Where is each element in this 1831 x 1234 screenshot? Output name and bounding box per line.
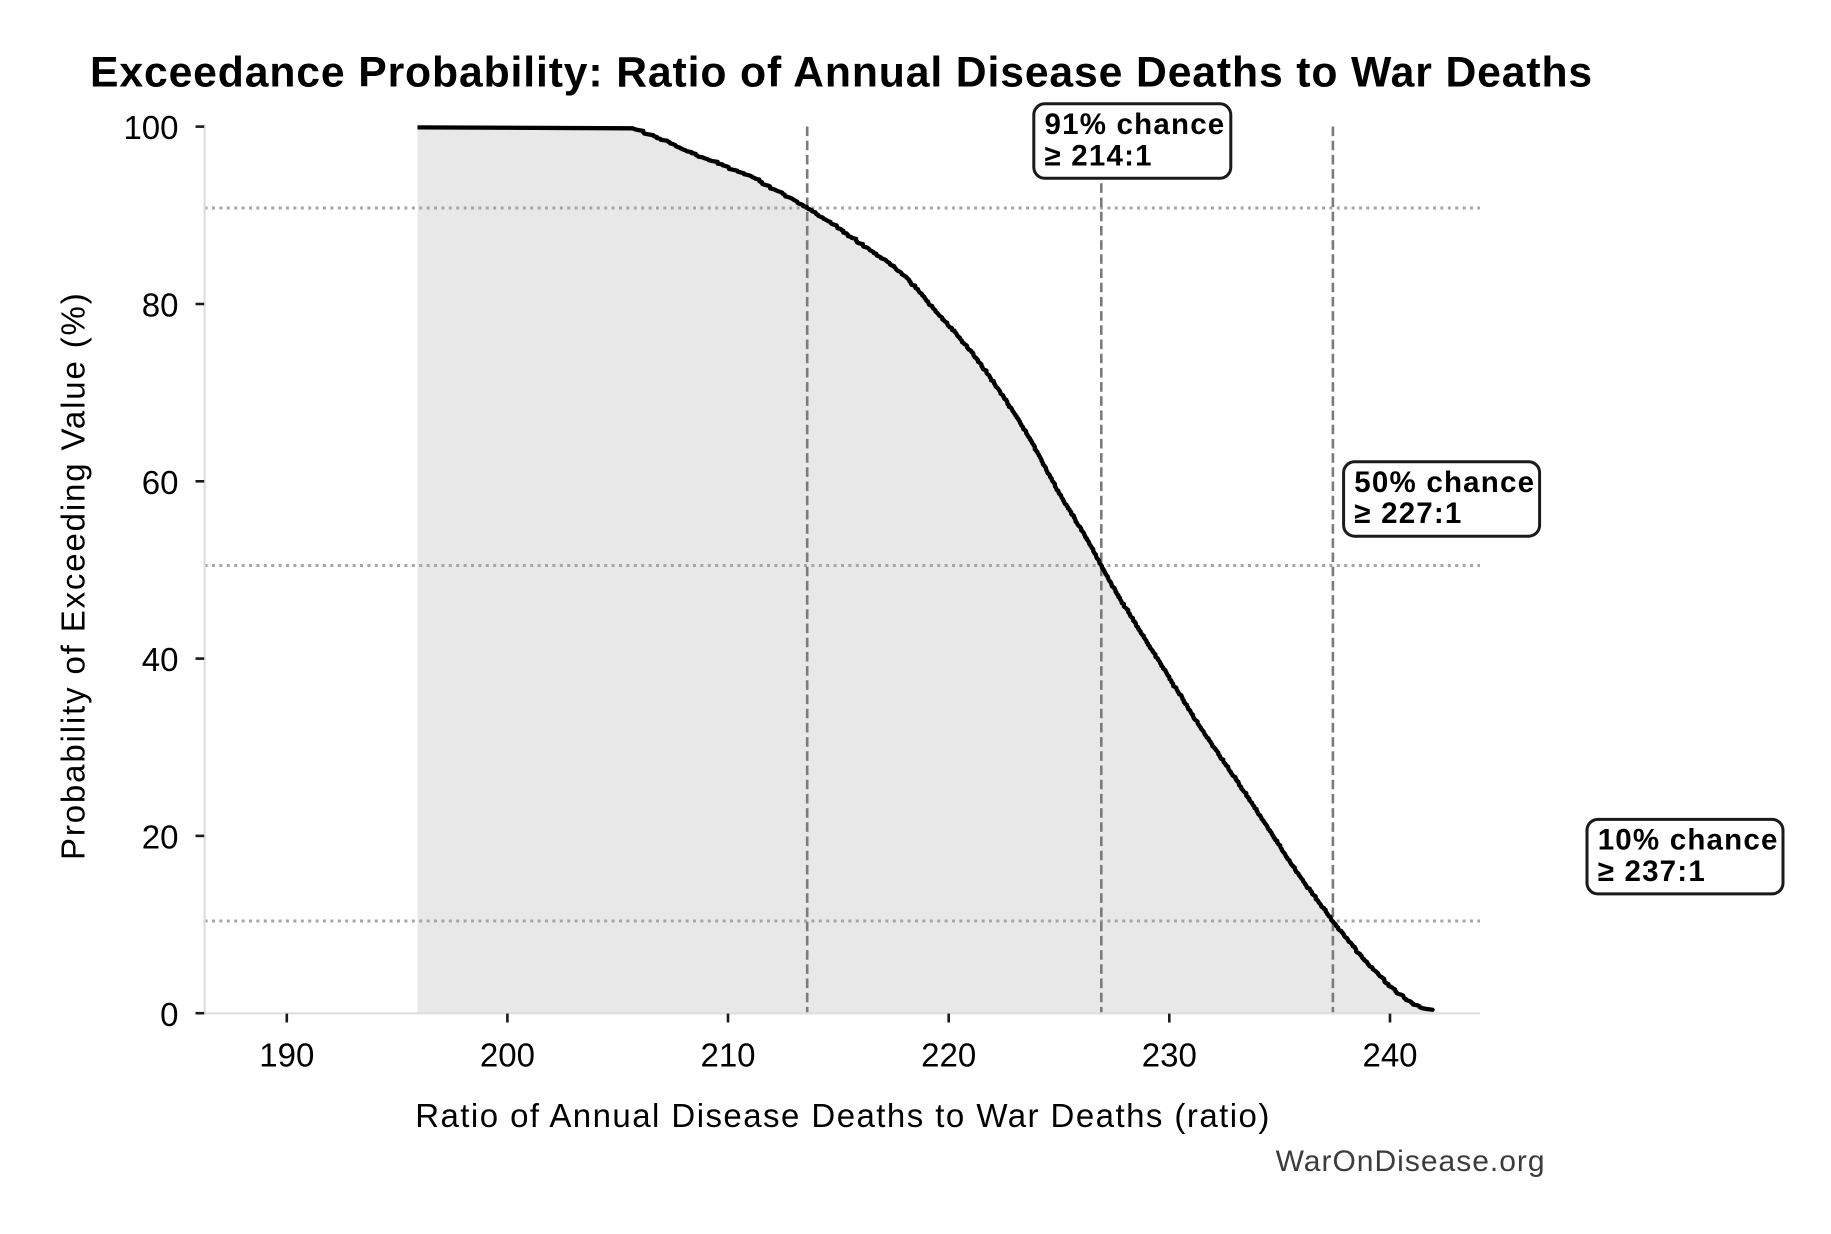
svg-text:Ratio of Annual Disease Deaths: Ratio of Annual Disease Deaths to War De… [415, 1097, 1271, 1134]
svg-text:40: 40 [142, 641, 179, 678]
svg-text:230: 230 [1142, 1037, 1197, 1074]
svg-text:WarOnDisease.org: WarOnDisease.org [1276, 1145, 1546, 1178]
svg-text:≥ 237:1: ≥ 237:1 [1598, 855, 1706, 888]
svg-text:100: 100 [123, 109, 178, 146]
svg-text:≥ 214:1: ≥ 214:1 [1045, 139, 1153, 172]
svg-text:≥ 227:1: ≥ 227:1 [1354, 497, 1462, 530]
svg-text:Exceedance Probability: Ratio: Exceedance Probability: Ratio of Annual … [90, 49, 1593, 97]
svg-text:20: 20 [142, 819, 179, 856]
svg-text:50% chance: 50% chance [1354, 466, 1535, 499]
svg-text:10% chance: 10% chance [1598, 824, 1779, 857]
svg-text:Probability of Exceeding Value: Probability of Exceeding Value (%) [55, 291, 92, 860]
svg-text:0: 0 [160, 996, 178, 1033]
svg-text:220: 220 [921, 1037, 976, 1074]
svg-text:190: 190 [259, 1037, 314, 1074]
svg-text:60: 60 [142, 464, 179, 501]
svg-text:200: 200 [480, 1037, 535, 1074]
svg-text:240: 240 [1362, 1037, 1417, 1074]
svg-text:80: 80 [142, 287, 179, 324]
svg-text:91% chance: 91% chance [1045, 108, 1226, 141]
svg-text:210: 210 [700, 1037, 755, 1074]
